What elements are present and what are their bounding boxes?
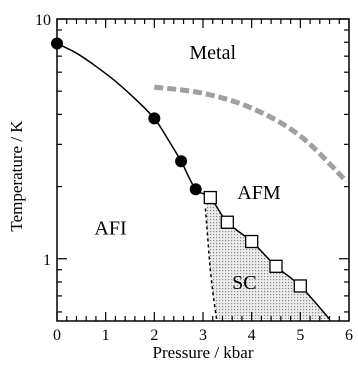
x-tick-label: 1 — [102, 327, 110, 344]
crossover-line — [153, 84, 349, 184]
x-tick-label: 3 — [199, 327, 207, 344]
data-point-square — [220, 215, 234, 229]
x-tick-label: 2 — [150, 327, 158, 344]
data-point-square — [269, 259, 283, 273]
tick-labels-layer: 0 1 2 3 4 5 6 1 10 — [35, 12, 353, 344]
x-tick-label: 6 — [345, 327, 353, 344]
y-axis-title: Temperature / K — [7, 120, 26, 232]
region-label-metal: Metal — [189, 42, 236, 64]
data-point-circle — [175, 155, 188, 168]
axes-layer — [56, 18, 350, 322]
region-label-afi: AFI — [94, 218, 126, 240]
x-tick-label: 0 — [53, 327, 61, 344]
y-tick-label: 1 — [43, 252, 51, 269]
data-point-square — [293, 279, 307, 293]
data-point-circle — [189, 183, 202, 196]
region-labels-layer: Metal AFI AFM SC — [94, 42, 280, 294]
data-markers-layer — [51, 37, 307, 293]
boundary-lines-layer — [56, 42, 349, 320]
x-tick-label: 5 — [296, 327, 304, 344]
sc-boundary-dashed-line — [204, 208, 218, 320]
data-point-circle — [148, 112, 161, 125]
data-point-square — [245, 234, 259, 249]
x-tick-label: 4 — [248, 327, 256, 344]
plot-frame — [56, 18, 350, 322]
region-label-afm: AFM — [237, 182, 281, 204]
region-label-sc: SC — [232, 272, 256, 294]
y-tick-label: 10 — [35, 12, 51, 29]
data-point-square — [203, 190, 217, 205]
x-axis-title: Pressure / kbar — [152, 343, 253, 362]
